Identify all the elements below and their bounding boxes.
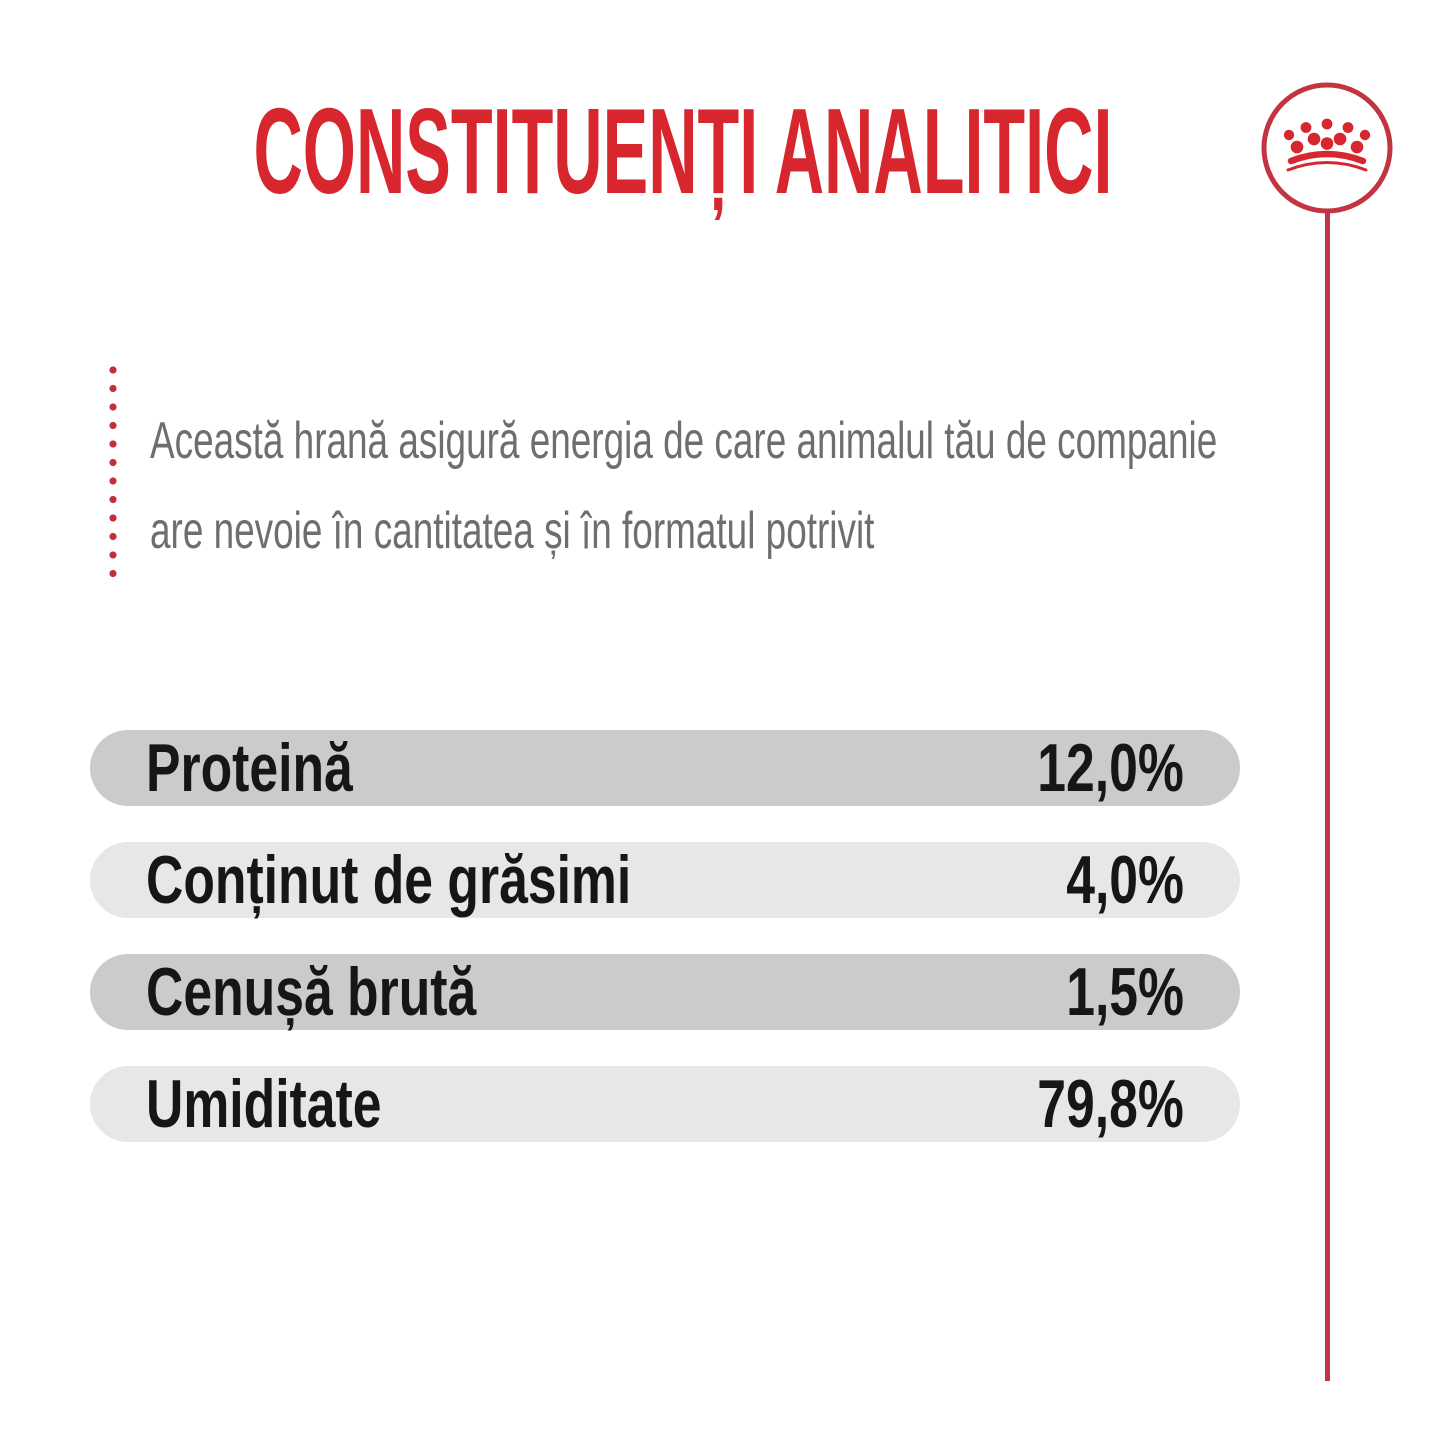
row-value: 1,5% [1066,954,1184,1030]
row-label: Cenușă brută [146,954,477,1030]
royal-canin-crown-logo [1261,82,1393,214]
table-row-moisture: Umiditate 79,8% [90,1066,1240,1142]
row-label: Proteină [146,730,353,806]
intro-text: Această hrană asigură energia de care an… [150,396,1445,576]
table-row-protein: Proteină 12,0% [90,730,1240,806]
analytical-constituents-table: Proteină 12,0% Conținut de grăsimi 4,0% … [90,730,1240,1178]
intro-line-1: Această hrană asigură energia de care an… [150,412,1218,470]
row-value: 4,0% [1066,842,1184,918]
row-label: Conținut de grăsimi [146,842,632,918]
row-label: Umiditate [146,1066,382,1142]
page-title: CONSTITUENȚI ANALITICI [253,83,1113,219]
dotted-accent-line [109,366,117,578]
title-row: CONSTITUENȚI ANALITICI [0,90,1366,212]
table-row-fat: Conținut de grăsimi 4,0% [90,842,1240,918]
row-value: 12,0% [1037,730,1184,806]
crown-icon [1283,118,1371,172]
row-value: 79,8% [1037,1066,1184,1142]
vertical-accent-line [1325,211,1330,1381]
intro-line-2: are nevoie în cantitatea și în formatul … [150,502,875,560]
table-row-ash: Cenușă brută 1,5% [90,954,1240,1030]
